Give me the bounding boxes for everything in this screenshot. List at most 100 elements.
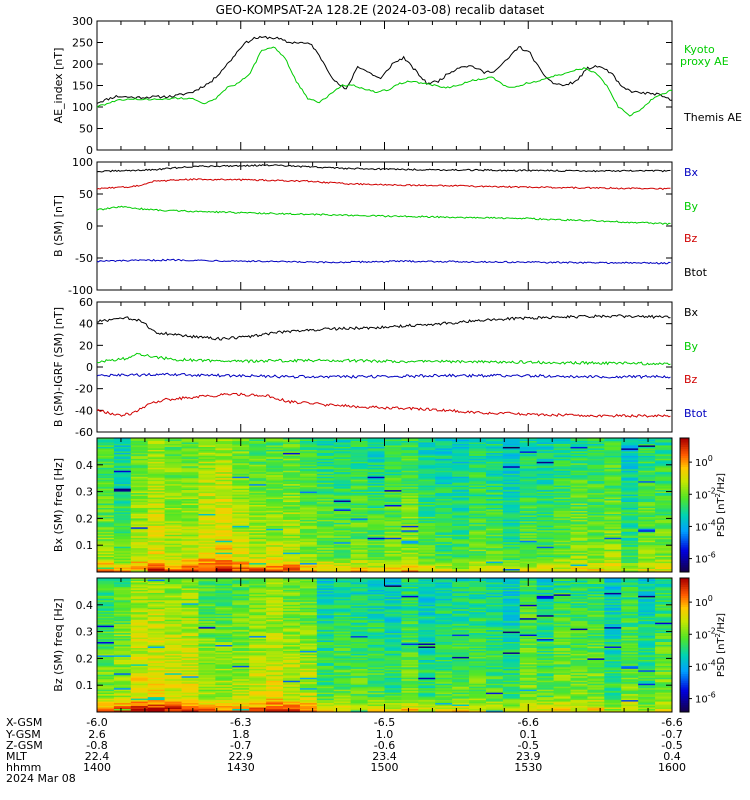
spec-bx-cell xyxy=(266,455,284,458)
spec-bx-cell xyxy=(316,446,335,449)
spec-bx-cell xyxy=(536,560,555,562)
spec-bx-cell xyxy=(283,457,301,460)
spec-bx-cell xyxy=(418,454,436,457)
spec-bx-cell xyxy=(266,505,284,507)
spec-bz-cell xyxy=(97,680,115,683)
spec-bx-colorbar-swatch xyxy=(680,569,689,573)
spec-bx-cell xyxy=(97,569,115,571)
spec-bx-cell xyxy=(418,560,436,562)
spec-bz-cell xyxy=(113,643,132,646)
spec-bx-cell xyxy=(384,454,402,457)
spec-bx-cell xyxy=(215,476,233,479)
spec-bz-cell xyxy=(283,643,301,646)
spec-bz-cell xyxy=(113,630,132,632)
spec-bx-cell xyxy=(283,455,301,458)
spec-bx-cell xyxy=(638,455,656,458)
spec-bx-cell xyxy=(604,494,622,497)
spec-bx-cell xyxy=(469,545,487,548)
spec-bx-cell xyxy=(553,530,571,533)
spec-bz-cell xyxy=(299,583,318,586)
spec-bz-cell xyxy=(181,604,199,607)
spec-bx-cell xyxy=(316,542,335,545)
spec-bx-cell xyxy=(469,497,487,500)
spec-bz-cell xyxy=(283,685,301,688)
spec-bz-cell xyxy=(316,683,335,686)
spec-bx-cell xyxy=(198,500,216,503)
spec-bx-cell xyxy=(384,500,402,503)
spec-bx-cell xyxy=(249,467,267,470)
spec-bz-cell xyxy=(130,700,149,702)
spec-bx-cell xyxy=(367,497,385,500)
spec-bx-cell xyxy=(333,490,352,492)
spec-bz-cell xyxy=(266,588,284,591)
spec-bz-cell xyxy=(283,667,301,670)
spec-bx-cell xyxy=(638,518,656,521)
spec-bx-cell xyxy=(469,503,487,506)
spec-bz-cell xyxy=(316,588,335,591)
spec-bx-cell xyxy=(130,442,149,445)
spec-bz-cell xyxy=(215,622,233,625)
spec-bx-cell xyxy=(485,561,504,564)
spec-bz-cell xyxy=(299,592,318,595)
spec-bx-cell xyxy=(384,505,402,507)
spec-bx-cell xyxy=(418,466,436,469)
spec-bz-cell xyxy=(97,688,115,691)
spec-bz-cell xyxy=(147,618,166,621)
spec-bz-cell xyxy=(113,710,132,713)
spec-bx-cell xyxy=(418,555,436,558)
spec-bz-cell xyxy=(333,662,352,665)
spec-bx-cell xyxy=(570,543,588,546)
spec-bz-cell xyxy=(181,606,199,609)
spec-bx-cell xyxy=(485,512,504,515)
spec-bx-cell xyxy=(266,545,284,548)
spec-bz-cell xyxy=(283,668,301,671)
spec-bz-cell xyxy=(367,659,385,662)
spec-bx-cell xyxy=(333,499,352,501)
spec-bz-cell xyxy=(283,662,301,665)
spec-bx-cell xyxy=(113,487,132,490)
spec-bz-cell xyxy=(113,619,132,622)
spec-bx-cell xyxy=(164,439,182,442)
spec-bx-cell xyxy=(469,546,487,549)
spec-bx-cell xyxy=(316,566,335,568)
spec-bz-cell xyxy=(181,615,199,618)
spec-bx-cell xyxy=(130,493,149,495)
spec-bz-cell xyxy=(198,695,216,698)
spec-bz-cell xyxy=(266,682,284,685)
spec-bz-cell xyxy=(316,636,335,638)
spec-bx-cell xyxy=(570,438,588,440)
spec-bz-cell xyxy=(181,658,199,661)
spec-bz-cell xyxy=(164,621,182,624)
spec-bx-cell xyxy=(418,525,436,528)
spec-bz-cell xyxy=(232,618,250,621)
spec-bx-cell xyxy=(587,525,605,528)
spec-bz-cell xyxy=(232,597,250,600)
spec-bx-cell xyxy=(130,551,149,554)
spec-bx-cell xyxy=(113,438,132,440)
spec-bx-cell xyxy=(384,476,402,479)
spec-bx-cell xyxy=(418,516,436,519)
spec-bx-cell xyxy=(232,481,250,484)
spec-bx-cell xyxy=(621,473,639,476)
spec-bx-cell xyxy=(283,497,301,500)
spec-bx-cell xyxy=(452,467,470,470)
spec-bz-cell xyxy=(147,703,166,705)
spec-bx-cell xyxy=(113,484,132,487)
spec-bx-cell xyxy=(367,463,385,466)
spec-bz-cell xyxy=(249,583,267,586)
spec-bx-cell xyxy=(164,551,182,554)
spec-bx-cell xyxy=(570,521,588,524)
spec-bz-cell xyxy=(350,700,368,702)
spec-bx-cell xyxy=(435,461,453,464)
spec-bx-cell xyxy=(604,443,622,446)
spec-bz-cell xyxy=(215,703,233,705)
spec-bx-cell xyxy=(519,537,538,540)
spec-bz-cell xyxy=(113,580,132,583)
spec-bz-cell xyxy=(283,628,301,631)
spec-bz-cell xyxy=(198,655,216,658)
spec-bx-cell xyxy=(401,510,419,513)
spec-bz-cell xyxy=(97,698,115,701)
spec-bz-cell xyxy=(164,640,182,643)
spec-bz-cell xyxy=(215,685,233,688)
spec-bx-cell xyxy=(164,463,182,466)
